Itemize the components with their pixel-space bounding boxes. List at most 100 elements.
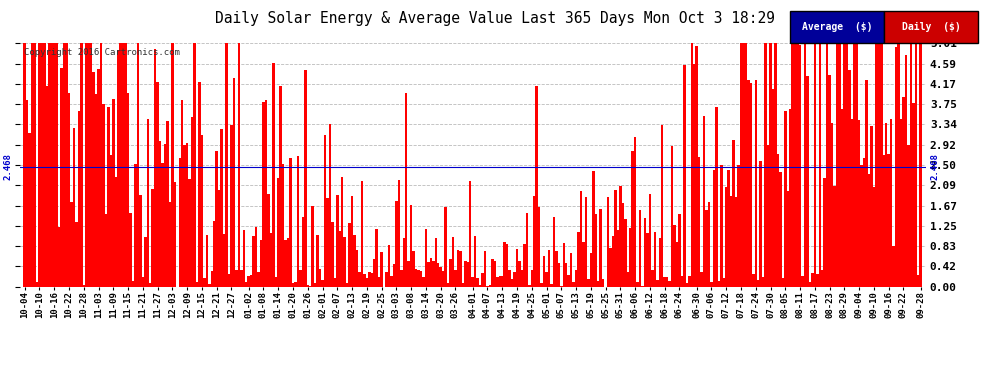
Bar [644, 217, 646, 287]
Bar [213, 221, 216, 287]
Bar [201, 135, 203, 287]
Bar [332, 222, 334, 287]
Bar [398, 180, 400, 287]
Bar [521, 270, 523, 287]
Bar [681, 276, 683, 287]
Bar [464, 261, 466, 287]
Bar [789, 109, 791, 287]
Bar [127, 93, 130, 287]
Bar [46, 86, 49, 287]
Bar [277, 178, 279, 287]
Bar [85, 19, 87, 287]
Bar [218, 190, 221, 287]
Bar [26, 100, 29, 287]
Bar [481, 273, 484, 287]
Bar [552, 217, 555, 287]
Bar [885, 123, 887, 287]
Bar [339, 231, 341, 287]
Bar [656, 280, 658, 287]
Bar [676, 242, 678, 287]
Bar [115, 177, 117, 287]
Bar [511, 279, 514, 287]
Bar [686, 283, 688, 287]
Bar [619, 186, 622, 287]
Bar [744, 19, 747, 287]
Bar [390, 276, 393, 287]
Bar [474, 236, 476, 287]
Bar [855, 19, 858, 287]
Bar [368, 272, 370, 287]
Bar [423, 277, 425, 287]
Bar [60, 68, 63, 287]
Bar [262, 102, 264, 287]
Bar [264, 100, 267, 287]
Bar [151, 189, 154, 287]
Bar [418, 270, 420, 287]
Bar [355, 250, 358, 287]
Bar [117, 50, 120, 287]
Bar [661, 125, 663, 287]
Bar [80, 19, 82, 287]
Bar [907, 145, 910, 287]
Bar [58, 227, 60, 287]
Bar [425, 229, 428, 287]
Bar [541, 283, 543, 287]
Bar [322, 280, 324, 287]
Bar [168, 202, 171, 287]
Bar [705, 210, 708, 287]
Bar [198, 82, 201, 287]
Bar [892, 246, 895, 287]
Bar [241, 270, 243, 287]
Bar [562, 243, 565, 287]
Bar [533, 195, 536, 287]
Bar [471, 277, 474, 287]
Bar [183, 146, 186, 287]
Bar [50, 27, 53, 287]
Bar [360, 182, 363, 287]
Bar [161, 163, 163, 287]
Bar [545, 272, 547, 287]
Bar [582, 242, 585, 287]
Bar [90, 19, 92, 287]
Bar [738, 165, 740, 287]
Bar [82, 285, 85, 287]
Bar [710, 282, 713, 287]
Bar [163, 144, 166, 287]
Bar [648, 194, 651, 287]
Bar [834, 186, 836, 287]
Bar [289, 159, 292, 287]
Bar [166, 121, 168, 287]
Bar [602, 279, 605, 287]
Bar [461, 284, 464, 287]
Bar [428, 262, 430, 287]
Bar [806, 76, 809, 287]
Bar [395, 201, 398, 287]
Bar [570, 253, 572, 287]
Bar [725, 188, 728, 287]
Bar [698, 157, 700, 287]
Bar [733, 140, 735, 287]
Bar [663, 277, 666, 287]
Bar [826, 19, 829, 287]
Bar [504, 242, 506, 287]
Bar [317, 235, 319, 287]
Bar [642, 286, 644, 287]
Bar [819, 19, 821, 287]
Bar [845, 19, 848, 287]
Bar [479, 285, 481, 287]
Bar [878, 31, 880, 287]
Bar [651, 270, 653, 287]
Bar [279, 87, 282, 287]
Bar [334, 278, 337, 287]
Bar [897, 19, 900, 287]
Bar [243, 230, 246, 287]
Bar [125, 19, 127, 287]
Bar [191, 117, 193, 287]
Bar [454, 270, 456, 287]
Bar [216, 151, 218, 287]
Bar [302, 217, 304, 287]
Bar [112, 99, 115, 287]
Bar [794, 19, 796, 287]
Bar [373, 259, 375, 287]
Bar [341, 177, 344, 287]
